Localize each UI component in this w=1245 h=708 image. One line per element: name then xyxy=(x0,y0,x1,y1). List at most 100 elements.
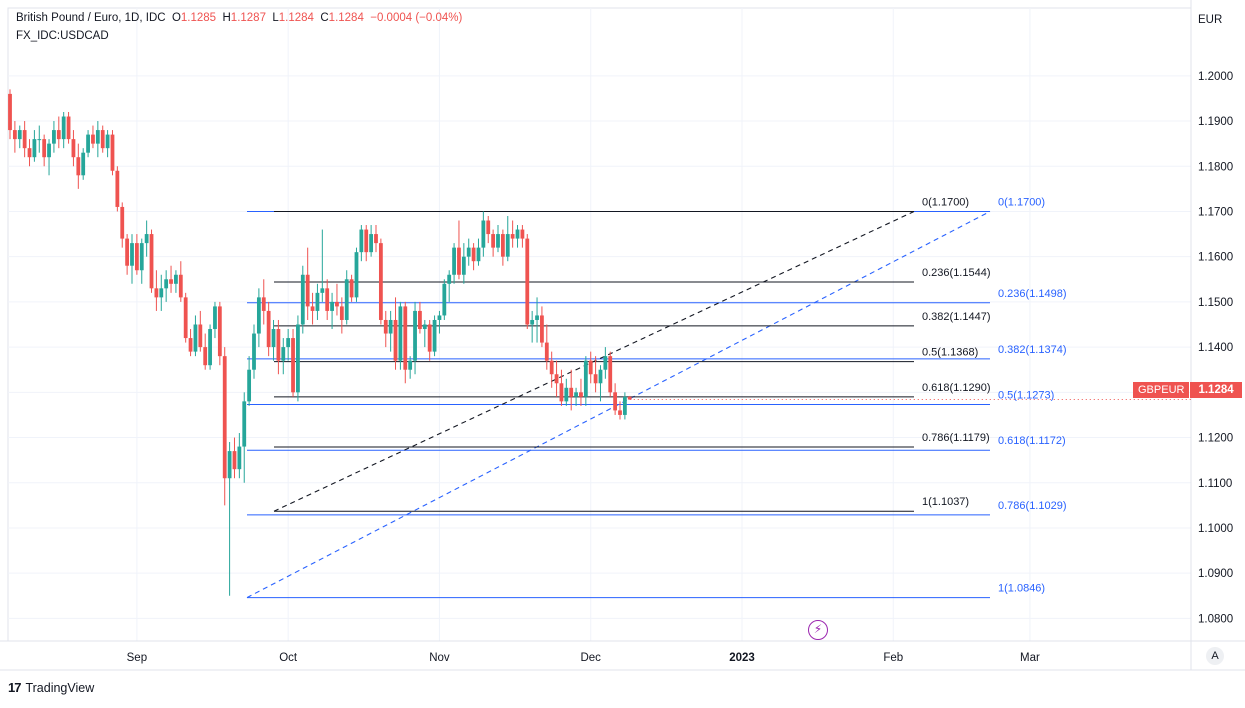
candle-body xyxy=(544,342,549,361)
candle-body xyxy=(613,392,618,411)
candle-body xyxy=(603,356,608,370)
candle-body xyxy=(76,157,81,176)
fib-level-label[interactable]: 0.236(1.1498) xyxy=(998,288,1067,300)
auto-scale-button[interactable]: A xyxy=(1206,647,1224,665)
candle-body xyxy=(471,247,476,262)
candle-body xyxy=(281,347,286,361)
legend-title: British Pound / Euro, 1D, IDC O1.1285 H1… xyxy=(16,12,463,24)
x-tick-label: Oct xyxy=(279,652,298,664)
candle-body xyxy=(66,116,71,140)
fib-level-label[interactable]: 0.236(1.1544) xyxy=(922,267,991,279)
candle-body xyxy=(452,247,456,275)
candle-body xyxy=(593,374,598,384)
candle-body xyxy=(359,229,364,253)
fib-level-label[interactable]: 0(1.1700) xyxy=(998,196,1045,208)
candle-body xyxy=(32,139,37,158)
candle-body xyxy=(447,274,452,284)
candle-body xyxy=(252,333,256,370)
candle-body xyxy=(125,238,130,266)
candle-body xyxy=(86,134,90,153)
candle-body xyxy=(154,288,159,298)
fib-level-label[interactable]: 0(1.1700) xyxy=(922,196,969,208)
x-tick-label: Mar xyxy=(1020,652,1040,664)
y-tick-label: 1.2000 xyxy=(1198,71,1233,83)
candle-body xyxy=(383,319,388,334)
candle-body xyxy=(627,396,632,400)
candle-body xyxy=(232,451,237,470)
candle-body xyxy=(8,93,12,131)
fib-trend-line[interactable] xyxy=(273,210,915,512)
candle-body xyxy=(559,383,564,402)
candle-body xyxy=(134,243,139,271)
y-tick-label: 1.1800 xyxy=(1198,161,1233,173)
fibonacci-retracements[interactable]: 0(1.1700) 0.236(1.1498) 0.382(1.1374) 0.5(1… xyxy=(246,196,1067,599)
x-tick-label: 2023 xyxy=(729,652,755,664)
candle-body xyxy=(105,134,110,149)
candle-body xyxy=(178,274,183,298)
y-tick-label: 1.1200 xyxy=(1198,433,1233,445)
candle-body xyxy=(510,234,515,239)
candle-body xyxy=(388,319,393,334)
legend-high: 1.1287 xyxy=(230,12,266,24)
candle-body xyxy=(515,229,520,239)
candle-body xyxy=(139,243,144,271)
candle-body xyxy=(432,319,437,352)
candle-body xyxy=(618,410,622,415)
candle-body xyxy=(193,324,198,352)
y-tick-label: 1.1600 xyxy=(1198,252,1233,264)
candle-body xyxy=(17,130,22,140)
candle-body xyxy=(461,256,466,275)
candle-body xyxy=(247,369,252,402)
candle-body xyxy=(339,306,344,320)
fib-level-label[interactable]: 0.618(1.1290) xyxy=(922,382,991,394)
candle-body xyxy=(437,315,442,320)
candle-body xyxy=(95,130,100,144)
legend-symbol[interactable]: British Pound / Euro, 1D, IDC xyxy=(16,12,166,24)
candle-body xyxy=(120,206,125,239)
candle-body xyxy=(579,392,583,397)
candle-body xyxy=(549,360,554,375)
candle-body xyxy=(422,324,427,330)
candle-body xyxy=(466,247,471,257)
candle-body xyxy=(208,329,212,366)
y-tick-label: 1.0900 xyxy=(1198,568,1233,580)
candle-body xyxy=(418,310,422,330)
candle-body xyxy=(271,329,276,348)
fib-level-label[interactable]: 1(1.1037) xyxy=(922,496,969,508)
candle-body xyxy=(344,279,349,320)
currency-label: EUR xyxy=(1198,14,1222,26)
fib-trend-line[interactable] xyxy=(246,210,991,599)
fib-level-label[interactable]: 0.5(1.1273) xyxy=(998,390,1054,402)
fib-level-label[interactable]: 0.382(1.1447) xyxy=(922,311,991,323)
candle-body xyxy=(374,234,378,244)
candle-body xyxy=(222,356,227,479)
fib-level-label[interactable]: 0.786(1.1029) xyxy=(998,500,1067,512)
candle-body xyxy=(393,319,398,361)
candle-body xyxy=(574,392,578,397)
flash-icon[interactable]: ⚡ xyxy=(808,620,828,640)
candle-body xyxy=(408,360,413,370)
fib-level-label[interactable]: 0.618(1.1172) xyxy=(998,435,1066,447)
candle-body xyxy=(56,130,61,140)
candle-body xyxy=(291,338,295,393)
fib-level-label[interactable]: 1(1.0846) xyxy=(998,583,1045,595)
candle-body xyxy=(496,234,500,248)
legend-open: 1.1285 xyxy=(180,12,217,24)
candle-body xyxy=(520,229,525,239)
indicator-legend[interactable]: FX_IDC:USDCAD xyxy=(16,30,109,42)
candle-body xyxy=(81,152,86,176)
candle-body xyxy=(330,301,334,311)
candle-body xyxy=(183,297,188,339)
candle-body xyxy=(378,243,383,320)
tradingview-logo[interactable]: 17 TradingView xyxy=(8,680,94,695)
fib-level-label[interactable]: 0.786(1.1179) xyxy=(922,432,990,444)
candle-body xyxy=(349,279,354,298)
candle-body xyxy=(486,220,491,235)
fib-level-label[interactable]: 0.5(1.1368) xyxy=(922,347,978,359)
fib-level-label[interactable]: 0.382(1.1374) xyxy=(998,344,1067,356)
candle-body xyxy=(320,288,325,293)
y-tick-label: 1.1400 xyxy=(1198,342,1233,354)
x-tick-label: Sep xyxy=(127,652,147,664)
